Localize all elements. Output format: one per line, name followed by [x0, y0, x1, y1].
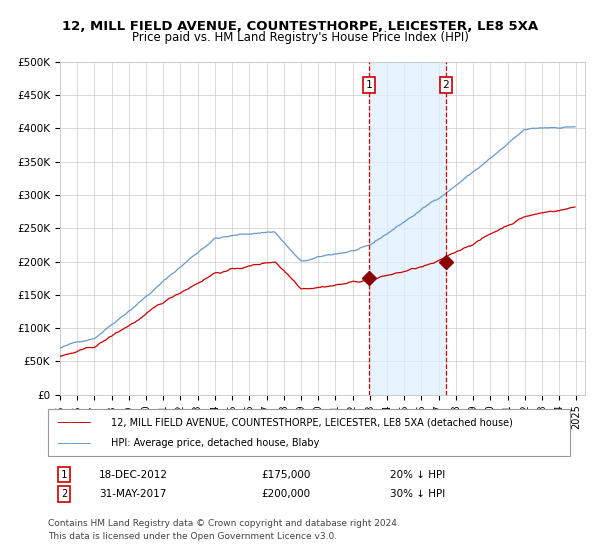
- Text: 20% ↓ HPI: 20% ↓ HPI: [390, 470, 445, 480]
- Text: HPI: Average price, detached house, Blaby: HPI: Average price, detached house, Blab…: [111, 438, 319, 448]
- Text: 18-DEC-2012: 18-DEC-2012: [99, 470, 168, 480]
- Text: ─────: ─────: [57, 417, 91, 427]
- Bar: [369, 62, 446, 395]
- Text: Contains HM Land Registry data © Crown copyright and database right 2024.: Contains HM Land Registry data © Crown c…: [48, 519, 400, 528]
- Text: 12, MILL FIELD AVENUE, COUNTESTHORPE, LEICESTER, LE8 5XA: 12, MILL FIELD AVENUE, COUNTESTHORPE, LE…: [62, 20, 538, 32]
- Text: 1: 1: [61, 470, 67, 480]
- Text: 30% ↓ HPI: 30% ↓ HPI: [390, 489, 445, 499]
- Text: 1: 1: [365, 80, 373, 90]
- Text: £175,000: £175,000: [261, 470, 310, 480]
- Text: 31-MAY-2017: 31-MAY-2017: [99, 489, 166, 499]
- Text: £200,000: £200,000: [261, 489, 310, 499]
- Text: This data is licensed under the Open Government Licence v3.0.: This data is licensed under the Open Gov…: [48, 532, 337, 541]
- Text: ─────: ─────: [57, 438, 91, 448]
- Text: 2: 2: [443, 80, 449, 90]
- Text: Price paid vs. HM Land Registry's House Price Index (HPI): Price paid vs. HM Land Registry's House …: [131, 31, 469, 44]
- Text: 2: 2: [61, 489, 67, 499]
- Text: 12, MILL FIELD AVENUE, COUNTESTHORPE, LEICESTER, LE8 5XA (detached house): 12, MILL FIELD AVENUE, COUNTESTHORPE, LE…: [111, 417, 513, 427]
